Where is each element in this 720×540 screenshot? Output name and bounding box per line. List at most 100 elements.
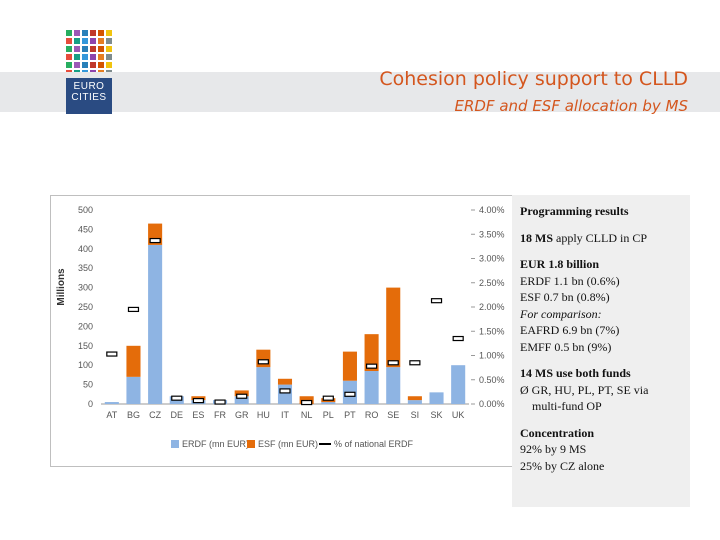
panel-erdf-line: ERDF 1.1 bn (0.6%): [520, 273, 620, 288]
logo-tile: [66, 54, 72, 60]
x-tick-label: NL: [301, 410, 313, 420]
x-tick-label: DE: [171, 410, 184, 420]
y2-tick-label: 3.50%: [479, 229, 505, 239]
x-tick-label: BG: [127, 410, 140, 420]
erdf-bar: [256, 367, 271, 404]
logo-text-line2: CITIES: [71, 92, 107, 103]
erdf-bar: [364, 371, 379, 404]
y-tick-label: 200: [78, 321, 93, 331]
logo-tile: [98, 46, 104, 52]
panel-heading: Programming results: [520, 204, 629, 218]
esf-bar: [126, 345, 141, 377]
x-tick-label: SI: [411, 410, 420, 420]
panel-eur-heading: EUR 1.8 billion: [520, 257, 600, 271]
panel-emff-line: EMFF 0.5 bn (9%): [520, 339, 612, 354]
y2-tick-label: 0.50%: [479, 375, 505, 385]
x-tick-label: IT: [281, 410, 290, 420]
pct-marker: [171, 395, 183, 401]
logo-tile: [82, 38, 88, 44]
erdf-bar: [407, 400, 422, 404]
y-tick-label: 250: [78, 302, 93, 312]
logo-tile: [66, 30, 72, 36]
erdf-bar: [451, 365, 466, 404]
x-tick-label: PL: [323, 410, 334, 420]
pct-marker: [127, 306, 140, 313]
panel-eafrd-line: EAFRD 6.9 bn (7%): [520, 323, 620, 337]
pct-marker: [301, 399, 313, 406]
y2-tick-label: 4.00%: [479, 205, 505, 215]
panel-ms-line: 18 MS apply CLLD in CP: [520, 230, 648, 245]
logo-tile: [106, 54, 112, 60]
y-tick-label: 400: [78, 244, 93, 254]
esf-bar: [407, 396, 422, 401]
x-tick-label: SK: [431, 410, 443, 420]
logo-tile: [74, 46, 80, 52]
y-tick-label: 50: [83, 380, 93, 390]
pct-marker: [387, 360, 399, 366]
legend-label-pct: % of national ERDF: [334, 439, 414, 449]
pct-marker: [322, 395, 334, 401]
panel-conc2: 25% by CZ alone: [520, 458, 605, 473]
x-tick-label: PT: [344, 410, 356, 420]
panel-gr-line: Ø GR, HU, PL, PT, SE via: [520, 382, 649, 397]
pct-marker: [149, 237, 161, 244]
y2-tick-label: 3.00%: [479, 254, 505, 264]
logo-tile: [74, 30, 80, 36]
logo-tile: [82, 30, 88, 36]
logo-tile: [98, 54, 104, 60]
pct-marker: [430, 298, 443, 304]
logo-tile: [66, 46, 72, 52]
x-tick-label: SE: [387, 410, 399, 420]
logo-tile: [90, 54, 96, 60]
logo-tile: [82, 54, 88, 60]
x-tick-label: UK: [452, 410, 465, 420]
header-band: [0, 72, 720, 112]
y2-tick-label: 2.50%: [479, 278, 505, 288]
x-tick-label: GR: [235, 410, 249, 420]
legend-label-esf: ESF (mn EUR): [258, 439, 318, 449]
y-tick-label: 0: [88, 399, 93, 409]
x-tick-label: FR: [214, 410, 226, 420]
panel-conc1: 92% by 9 MS: [520, 442, 587, 456]
erdf-bar: [321, 402, 336, 404]
pct-marker: [344, 391, 356, 397]
legend-swatch-esf: [247, 440, 255, 448]
y2-tick-label: 1.50%: [479, 326, 505, 336]
pct-marker: [365, 363, 378, 369]
pct-marker: [106, 351, 118, 357]
logo-tile: [98, 62, 104, 68]
logo-tile: [90, 46, 96, 52]
esf-bar: [364, 334, 379, 372]
logo-tile: [74, 54, 80, 60]
chart-svg: Millions5004504003503002502001501005004.…: [56, 205, 505, 449]
y2-tick-label: 0.00%: [479, 399, 505, 409]
logo-tile: [106, 46, 112, 52]
logo-text-line1: EURO: [73, 81, 105, 92]
chart-container: Millions 500 450 400 350 300 250 200 150 100 50 0 4.…: [50, 195, 514, 467]
logo-tile: [66, 62, 72, 68]
panel-multifund: multi-fund OP: [532, 399, 602, 413]
logo-tile: [82, 62, 88, 68]
x-tick-label: RO: [365, 410, 379, 420]
panel-both-funds: 14 MS use both funds: [520, 366, 631, 380]
y-tick-label: 450: [78, 224, 93, 234]
panel-esf-line: ESF 0.7 bn (0.8%): [520, 290, 610, 304]
pct-marker: [236, 393, 248, 399]
page-subtitle: ERDF and ESF allocation by MS: [454, 97, 688, 115]
panel-comparison: For comparison:: [520, 306, 602, 321]
y-tick-label: 350: [78, 263, 93, 273]
erdf-bar: [148, 244, 163, 404]
logo-tile: [74, 38, 80, 44]
erdf-bar: [104, 402, 119, 404]
pct-marker: [214, 399, 226, 405]
erdf-bar: [126, 376, 141, 404]
erdf-bar: [386, 367, 401, 404]
logo-tile: [90, 30, 96, 36]
pct-marker: [257, 359, 269, 365]
logo-tile: [98, 30, 104, 36]
logo-tile: [106, 30, 112, 36]
y-axis-title: Millions: [56, 268, 67, 306]
esf-bar: [234, 390, 249, 397]
esf-bar: [342, 351, 357, 381]
legend-swatch-erdf: [171, 440, 179, 448]
